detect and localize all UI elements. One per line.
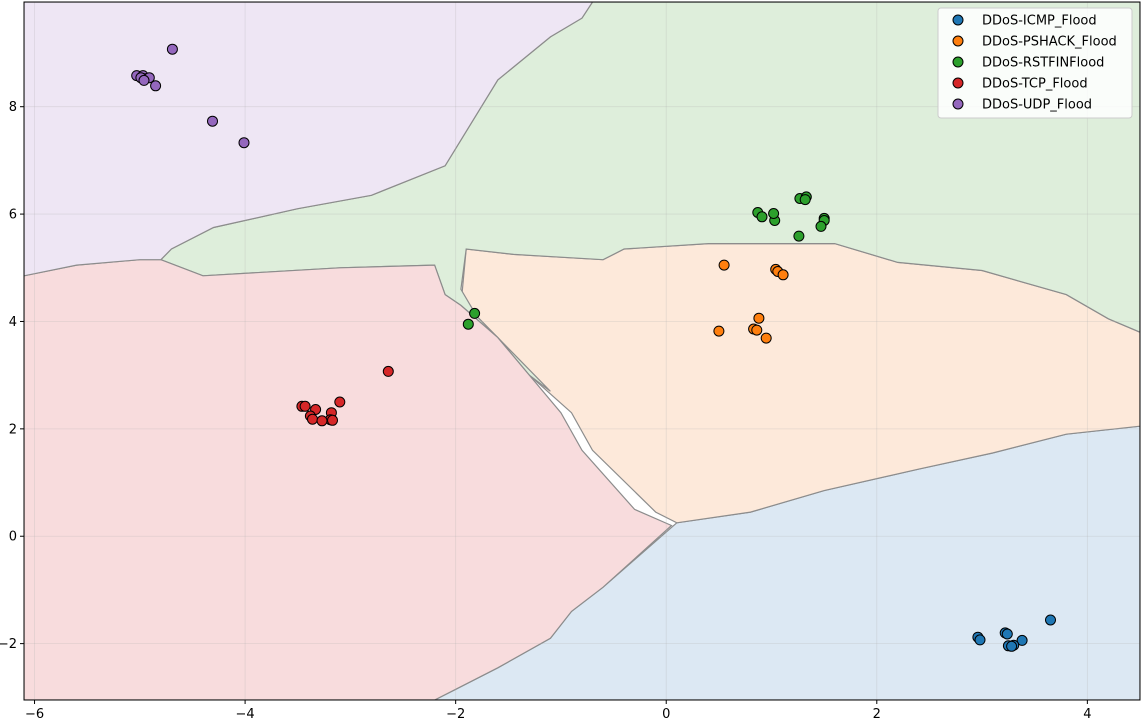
axis-ticks: −6 −4 −2 0 2 4 −2 0 2 4 6 8 bbox=[0, 100, 1091, 722]
legend-label: DDoS-TCP_Flood bbox=[982, 77, 1088, 92]
grid-lines bbox=[24, 2, 1140, 700]
point-DDoS-RSTFINFlood bbox=[815, 220, 827, 232]
point-DDoS-ICMP_Flood bbox=[1016, 634, 1028, 646]
x-tick-label: 2 bbox=[873, 707, 881, 722]
point-DDoS-PSHACK_Flood bbox=[713, 325, 725, 337]
point-DDoS-TCP_Flood bbox=[327, 414, 338, 426]
point-DDoS-TCP_Flood bbox=[334, 396, 346, 408]
point-DDoS-PSHACK_Flood bbox=[718, 259, 730, 271]
point-DDoS-UDP_Flood bbox=[207, 115, 218, 127]
x-tick-label: −4 bbox=[236, 707, 255, 722]
x-tick-label: 0 bbox=[662, 707, 670, 722]
point-DDoS-ICMP_Flood bbox=[1001, 628, 1013, 640]
point-DDoS-ICMP_Flood bbox=[974, 634, 986, 646]
point-DDoS-TCP_Flood bbox=[316, 415, 328, 427]
plot-frame bbox=[23, 1, 1141, 701]
legend-label: DDoS-RSTFINFlood bbox=[982, 56, 1104, 71]
point-DDoS-PSHACK_Flood bbox=[753, 312, 765, 324]
legend: DDoS-ICMP_Flood DDoS-PSHACK_Flood DDoS-RST… bbox=[937, 7, 1133, 119]
legend-label: DDoS-PSHACK_Flood bbox=[982, 35, 1117, 50]
point-DDoS-PSHACK_Flood bbox=[760, 332, 772, 344]
point-DDoS-RSTFINFlood bbox=[756, 211, 768, 223]
point-DDoS-UDP_Flood bbox=[166, 43, 178, 55]
point-DDoS-UDP_Flood bbox=[150, 80, 162, 92]
y-tick-label: 2 bbox=[9, 422, 17, 437]
y-tick-label: 8 bbox=[9, 100, 17, 115]
legend-label: DDoS-UDP_Flood bbox=[982, 98, 1092, 113]
point-DDoS-PSHACK_Flood bbox=[751, 324, 763, 336]
x-tick-label: 4 bbox=[1083, 707, 1091, 722]
legend-marker bbox=[952, 77, 964, 89]
region-DDoS-UDP_Flood bbox=[24, 2, 594, 277]
point-DDoS-RSTFINFlood bbox=[469, 307, 481, 319]
point-DDoS-ICMP_Flood bbox=[1006, 640, 1018, 652]
point-DDoS-ICMP_Flood bbox=[1045, 614, 1056, 626]
y-tick-label: 4 bbox=[9, 315, 17, 330]
legend-label: DDoS-ICMP_Flood bbox=[982, 14, 1097, 29]
point-DDoS-TCP_Flood bbox=[307, 413, 318, 425]
y-tick-label: 6 bbox=[9, 208, 17, 223]
point-DDoS-TCP_Flood bbox=[299, 400, 311, 412]
point-DDoS-UDP_Flood bbox=[138, 74, 150, 86]
scatter-points bbox=[131, 43, 1056, 652]
legend-marker bbox=[952, 35, 964, 47]
y-tick-label: 0 bbox=[9, 530, 17, 545]
point-DDoS-RSTFINFlood bbox=[462, 318, 474, 330]
point-DDoS-RSTFINFlood bbox=[799, 194, 811, 206]
legend-marker bbox=[952, 98, 964, 110]
legend-box bbox=[937, 7, 1133, 119]
point-DDoS-TCP_Flood bbox=[382, 365, 394, 377]
legend-marker bbox=[952, 14, 964, 26]
point-DDoS-UDP_Flood bbox=[238, 137, 250, 149]
x-tick-label: −6 bbox=[25, 707, 44, 722]
legend-marker bbox=[952, 56, 964, 68]
decision-regions bbox=[24, 2, 1140, 700]
y-tick-label: −2 bbox=[0, 637, 17, 652]
point-DDoS-RSTFINFlood bbox=[768, 208, 780, 219]
point-DDoS-RSTFINFlood bbox=[793, 230, 805, 242]
x-tick-label: −2 bbox=[446, 707, 465, 722]
point-DDoS-PSHACK_Flood bbox=[777, 269, 789, 281]
